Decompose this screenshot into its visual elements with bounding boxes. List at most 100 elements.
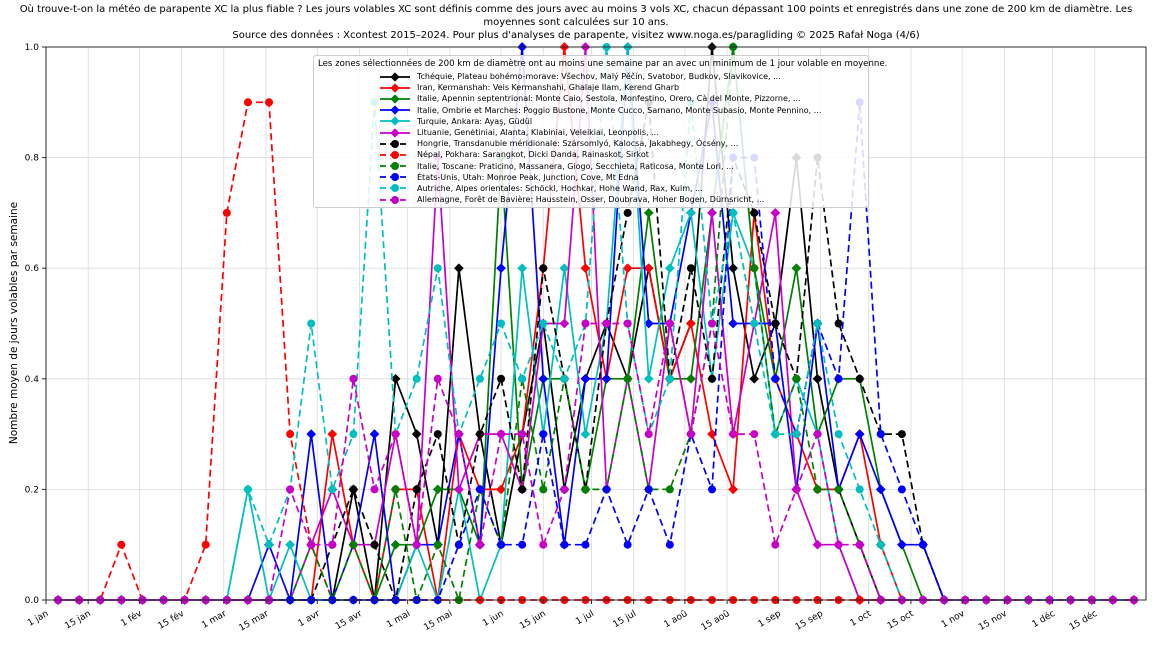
plot-frame [45, 46, 1147, 601]
data-point-circle [813, 319, 822, 328]
y-tick-label: 0.8 [25, 154, 40, 164]
data-point-circle [497, 540, 506, 549]
data-point-circle [750, 319, 759, 328]
legend-line-sample [380, 71, 410, 82]
data-point-circle [581, 485, 590, 494]
data-point-diamond [496, 484, 507, 495]
legend-item-label: Hongrie, Transdanubie méridionale: Szárs… [417, 139, 739, 149]
data-point-diamond [327, 429, 338, 440]
legend-item: Allemagne, Forêt de Bavière: Hausstein, … [318, 194, 864, 205]
data-point-diamond [643, 373, 654, 384]
legend-item: Turquie, Ankara: Ayaş, Güdül [318, 116, 864, 127]
chart-title-block: Où trouve-t-on la météo de parapente XC … [0, 3, 1152, 42]
legend: Les zones sélectionnées de 200 km de dia… [313, 55, 888, 209]
legend-line-sample [380, 139, 410, 148]
y-tick-label: 0.2 [25, 485, 39, 495]
legend-item-label: Autriche, Alpes orientales: Schöckl, Hoc… [417, 183, 703, 193]
x-tick-label: 1 jan [26, 609, 50, 629]
data-point-diamond [728, 484, 739, 495]
legend-item: Lituanie, Genėtiniai, Alanta, Klabiniai,… [318, 127, 864, 138]
data-point-circle [243, 98, 252, 107]
data-point-diamond [791, 263, 802, 274]
data-point-circle [349, 430, 358, 439]
x-tick-label: 1 avr [297, 609, 322, 629]
legend-item-label: Allemagne, Forêt de Bavière: Hausstein, … [417, 195, 765, 205]
data-point-circle [771, 430, 780, 439]
data-point-diamond [770, 207, 781, 218]
data-point-circle [539, 540, 548, 549]
x-tick-label: 1 nov [940, 609, 967, 631]
data-point-circle [307, 319, 316, 328]
data-point-circle [750, 264, 759, 273]
data-point-circle [433, 264, 442, 273]
legend-title: Les zones sélectionnées de 200 km de dia… [318, 59, 888, 69]
data-point-diamond [580, 429, 591, 440]
legend-line-sample [380, 184, 410, 193]
data-point-circle [876, 430, 885, 439]
data-point-circle [454, 540, 463, 549]
data-point-diamond [896, 539, 907, 550]
legend-item: Italie, Toscane: Praticino, Massanera, G… [318, 161, 864, 172]
legend-item-label: Népal, Pokhara: Sarangkot, Dicki Danda, … [417, 150, 649, 160]
data-point-circle [412, 485, 421, 494]
x-tick-label: 15 jan [63, 609, 92, 632]
data-point-circle [708, 374, 717, 383]
data-point-circle [349, 374, 358, 383]
data-point-circle [813, 485, 822, 494]
data-point-circle [454, 430, 463, 439]
data-point-circle [623, 374, 632, 383]
data-point-diamond [664, 263, 675, 274]
x-tick-label: 15 nov [977, 609, 1009, 633]
data-point-circle [665, 540, 674, 549]
data-point-circle [708, 319, 717, 328]
legend-item-label: Italie, Ombrie et Marches: Poggio Buston… [417, 105, 822, 115]
data-point-diamond [643, 263, 654, 274]
legend-line-sample [380, 195, 410, 204]
data-point-circle [539, 319, 548, 328]
data-point-circle [750, 430, 759, 439]
data-point-circle [771, 374, 780, 383]
data-point-diamond [728, 318, 739, 329]
data-point-circle [391, 430, 400, 439]
legend-item: Hongrie, Transdanubie méridionale: Szárs… [318, 138, 864, 149]
data-point-circle [602, 485, 611, 494]
x-tick-label: 15 mar [238, 609, 271, 634]
data-point-circle [412, 540, 421, 549]
legend-marker-diamond [390, 94, 400, 104]
legend-line-sample [380, 105, 410, 115]
data-point-diamond [559, 263, 570, 274]
x-tick-label: 1 sep [757, 609, 783, 630]
data-point-diamond [685, 318, 696, 329]
legend-item-label: Italie, Apennin septentrional: Monte Cai… [417, 94, 801, 104]
legend-marker-circle [391, 184, 399, 193]
series-line [58, 322, 1134, 601]
data-point-diamond [580, 263, 591, 274]
data-point-circle [412, 374, 421, 383]
y-tick-label: 1.0 [25, 43, 40, 53]
data-point-circle [475, 485, 484, 494]
data-point-circle [918, 540, 927, 549]
data-point-circle [750, 208, 759, 217]
x-tick-label: 1 fév [119, 608, 145, 629]
legend-marker-diamond [390, 83, 400, 93]
data-point-diamond [411, 429, 422, 440]
legend-item-label: Tchéquie, Plateau bohémo-morave: Všechov… [417, 72, 781, 82]
data-point-circle [349, 485, 358, 494]
data-point-circle [771, 540, 780, 549]
data-point-circle [708, 485, 717, 494]
x-tick-label: 15 fév [156, 608, 187, 632]
data-point-circle [117, 540, 126, 549]
data-point-circle [834, 430, 843, 439]
data-point-circle [602, 319, 611, 328]
chart-title-line-2: moyennes sont calculées sur 10 ans. [483, 17, 669, 28]
data-point-diamond [601, 373, 612, 384]
data-point-circle [518, 430, 527, 439]
data-point-circle [201, 540, 210, 549]
x-tick-label: 1 déc [1030, 608, 1057, 630]
data-point-circle [307, 540, 316, 549]
data-point-diamond [685, 373, 696, 384]
x-tick-label: 1 jun [481, 609, 505, 629]
data-point-circle [222, 208, 231, 217]
data-point-diamond [707, 207, 717, 218]
